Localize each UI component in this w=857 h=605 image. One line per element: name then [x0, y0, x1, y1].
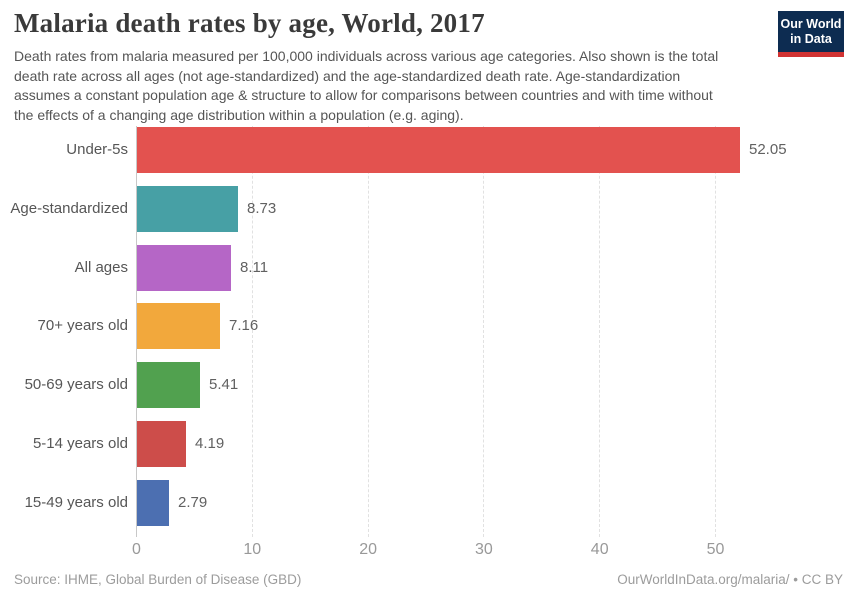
x-axis-tick-label: 10 [243, 541, 262, 558]
gridline [715, 126, 716, 537]
category-label: Under-5s [66, 141, 128, 158]
category-label: 5-14 years old [32, 435, 128, 452]
subtitle-line: Death rates from malaria measured per 10… [14, 48, 719, 64]
bar-value-label: 4.19 [195, 435, 225, 452]
bar-value-label: 8.73 [247, 200, 277, 217]
subtitle-line: assumes a constant population age & stru… [14, 87, 713, 104]
chart-subtitle: Death rates from malaria measured per 10… [14, 47, 718, 125]
owid-logo-line1: Our World [780, 17, 842, 31]
x-axis-tick-label: 40 [590, 541, 609, 558]
source-note: Source: IHME, Global Burden of Disease (… [14, 572, 302, 587]
bar-value-label: 52.05 [749, 141, 787, 158]
category-label: 50-69 years old [24, 376, 128, 393]
gridline [367, 126, 369, 537]
category-label: All ages [74, 259, 128, 276]
gridline [599, 126, 601, 537]
bar-value-label: 2.79 [178, 494, 208, 511]
bar-segment[interactable] [137, 362, 200, 408]
x-axis-tick-label: 50 [706, 541, 725, 558]
x-axis-tick-label: 0 [132, 541, 141, 558]
category-label: 15-49 years old [24, 494, 128, 511]
gridline [483, 126, 485, 537]
bar-segment[interactable] [137, 421, 186, 467]
bar-value-label: 7.16 [229, 317, 259, 334]
gridline [251, 126, 253, 537]
bar-value-label: 5.41 [209, 376, 239, 393]
subtitle-line: death rate across all ages (not age-stan… [14, 67, 681, 84]
category-label: Age-standardized [10, 200, 128, 217]
bar-segment[interactable] [137, 480, 169, 526]
bar-segment[interactable] [137, 186, 238, 232]
bar-value-label: 8.11 [240, 259, 269, 276]
owid-logo-line2: in Data [790, 31, 832, 46]
bar-segment[interactable] [137, 245, 231, 291]
category-label: 70+ years old [37, 317, 128, 334]
x-axis-tick-label: 20 [359, 541, 377, 558]
bar-segment[interactable] [137, 303, 220, 349]
x-axis-tick-label: 30 [474, 541, 493, 558]
chart-title: Malaria death rates by age, World, 2017 [14, 8, 485, 38]
attribution-link[interactable]: OurWorldInData.org/malaria/ • CC BY [617, 572, 843, 587]
y-axis-line [136, 126, 137, 537]
subtitle-line: the effects of a changing age distributi… [14, 106, 464, 123]
owid-logo[interactable]: Our World in Data [778, 11, 844, 57]
bar-segment[interactable] [137, 127, 740, 173]
